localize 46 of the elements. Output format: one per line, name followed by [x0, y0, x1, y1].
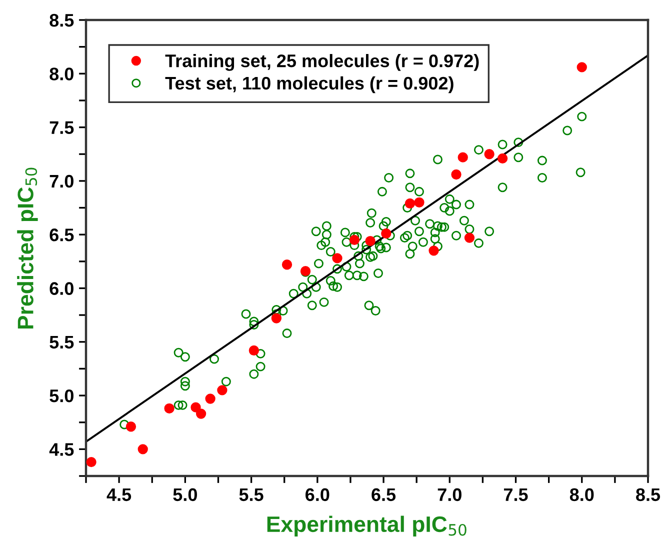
point	[428, 246, 439, 256]
point	[458, 152, 468, 162]
point	[248, 345, 260, 356]
x-tick-label: 4.5	[106, 488, 132, 502]
y-tick-label: 6.5	[50, 228, 74, 242]
y-tick-label: 5.5	[50, 336, 74, 349]
point	[138, 444, 148, 454]
legend-label: Test set, 110 molecules (r = 0.902)	[165, 76, 454, 94]
y-tick-label: 4.5	[49, 443, 74, 456]
y-axis-title: Predicted pIC$_{50}$	[17, 168, 38, 329]
point	[464, 232, 475, 243]
point	[164, 403, 174, 414]
point	[497, 153, 508, 164]
y-tick-label: 8.5	[50, 14, 74, 27]
point	[205, 394, 216, 404]
y-tick-label: 5.0	[50, 389, 74, 402]
point	[126, 422, 136, 432]
point	[404, 198, 416, 209]
y-tick-label: 8.0	[50, 68, 74, 80]
x-tick-label: 5.0	[173, 488, 197, 502]
x-tick-label: 5.5	[239, 488, 264, 502]
point	[190, 402, 201, 412]
point	[217, 385, 228, 396]
x-tick-label: 8.5	[636, 488, 660, 502]
point	[414, 197, 424, 208]
point	[484, 149, 494, 160]
point	[349, 234, 360, 246]
x-tick-label: 7.0	[438, 488, 462, 502]
point	[271, 313, 282, 324]
point	[576, 62, 587, 72]
point	[282, 260, 292, 270]
point	[196, 408, 206, 419]
y-tick-label: 7.0	[50, 174, 74, 188]
x-tick-label: 6.5	[372, 488, 396, 502]
y-tick-label: 6.0	[50, 282, 74, 295]
x-tick-label: 8.0	[570, 488, 594, 502]
point	[365, 236, 376, 246]
x-tick-label: 6.0	[306, 488, 330, 502]
point	[381, 228, 392, 239]
point	[332, 253, 342, 264]
point	[86, 456, 96, 468]
x-axis-title: Experimental pIC$_{50}$	[267, 516, 466, 536]
y-tick-label: 7.5	[50, 121, 74, 134]
x-tick-label: 7.5	[504, 488, 528, 502]
point	[451, 169, 462, 180]
legend-label: Training set, 25 molecules (r = 0.972)	[165, 54, 479, 71]
